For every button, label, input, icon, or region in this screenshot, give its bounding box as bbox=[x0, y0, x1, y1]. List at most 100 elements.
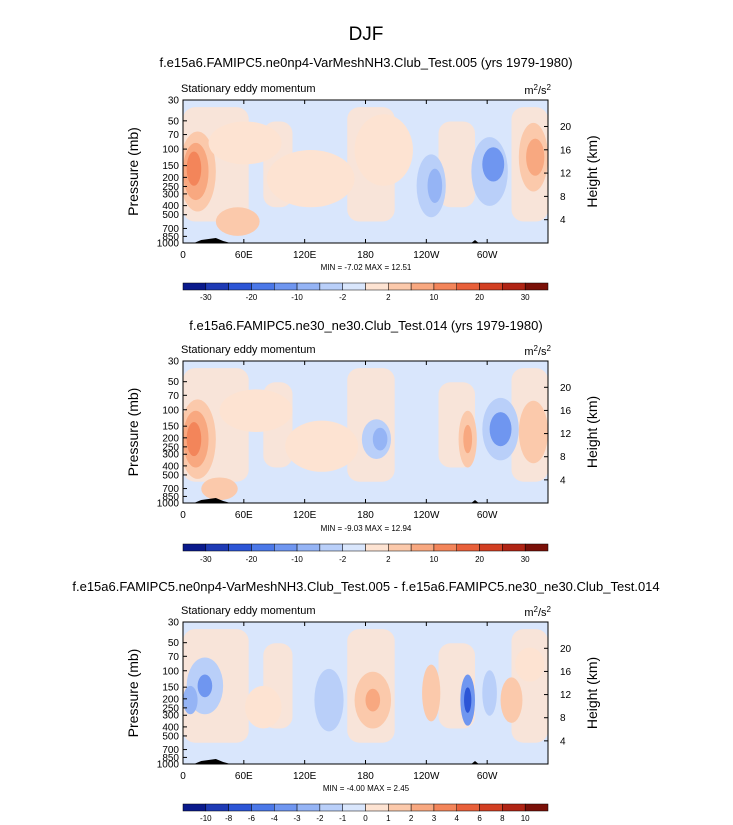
colorbar-box bbox=[524, 803, 549, 812]
colorbar-box bbox=[274, 803, 298, 812]
x-tick-label: 60E bbox=[235, 771, 253, 782]
contour-blob bbox=[354, 114, 413, 186]
contour-blob bbox=[427, 168, 443, 203]
colorbar-box bbox=[251, 543, 275, 552]
min-max-stats: MIN = -4.00 MAX = 2.45 bbox=[323, 784, 410, 793]
colorbar-box bbox=[502, 803, 526, 812]
x-tick-label: 120E bbox=[293, 771, 317, 782]
y2-tick-label: 20 bbox=[560, 122, 572, 133]
colorbar-box bbox=[228, 803, 252, 812]
x-tick-label: 60W bbox=[477, 250, 498, 261]
colorbar-box bbox=[319, 803, 343, 812]
contour-blob bbox=[482, 670, 497, 716]
y-tick-label: 300 bbox=[162, 450, 179, 461]
colorbar-label: 30 bbox=[521, 293, 530, 302]
y2-tick-label: 4 bbox=[560, 736, 566, 747]
contour-blob bbox=[183, 685, 198, 715]
colorbar-label: -2 bbox=[339, 555, 347, 564]
colorbar-box bbox=[319, 282, 343, 291]
colorbar-label: 3 bbox=[432, 814, 437, 823]
topography bbox=[193, 759, 231, 764]
y-tick-label: 150 bbox=[162, 161, 179, 172]
y2-tick-label: 16 bbox=[560, 406, 572, 417]
y-tick-label: 1000 bbox=[157, 239, 180, 250]
x-tick-label: 0 bbox=[180, 510, 186, 521]
y-tick-label: 850 bbox=[162, 232, 179, 243]
colorbar-label: -3 bbox=[294, 814, 302, 823]
colorbar-label: -1 bbox=[339, 814, 347, 823]
colorbar-box bbox=[182, 803, 207, 812]
colorbar-box bbox=[296, 803, 321, 812]
colorbar-box bbox=[342, 803, 366, 812]
x-tick-label: 120E bbox=[293, 250, 317, 261]
colorbar-label: -30 bbox=[200, 555, 212, 564]
x-tick-label: 120W bbox=[413, 771, 440, 782]
y-tick-label: 150 bbox=[162, 683, 179, 694]
colorbar-box bbox=[205, 803, 229, 812]
x-tick-label: 0 bbox=[180, 771, 186, 782]
x-tick-label: 120W bbox=[413, 510, 440, 521]
colorbar-label: 0 bbox=[363, 814, 368, 823]
colorbar-box bbox=[388, 803, 412, 812]
y-tick-label: 1000 bbox=[157, 760, 180, 771]
colorbar-box bbox=[433, 803, 457, 812]
contour-region bbox=[438, 121, 475, 208]
contour-blob bbox=[201, 477, 238, 501]
contour-blob bbox=[422, 664, 441, 722]
x-tick-label: 180 bbox=[357, 510, 374, 521]
colorbar-label: -6 bbox=[248, 814, 256, 823]
contour-blob bbox=[365, 688, 381, 712]
x-tick-label: 180 bbox=[357, 250, 374, 261]
colorbar-box bbox=[456, 282, 480, 291]
colorbar-label: -10 bbox=[291, 293, 303, 302]
y-tick-label: 100 bbox=[162, 405, 179, 416]
colorbar-box bbox=[296, 282, 321, 291]
contour-field bbox=[183, 368, 548, 503]
colorbar-box bbox=[479, 803, 503, 812]
colorbar-box bbox=[388, 282, 412, 291]
colorbar-label: 20 bbox=[475, 555, 484, 564]
panel-title: f.e15a6.FAMIPC5.ne0np4-VarMeshNH3.Club_T… bbox=[159, 55, 572, 70]
colorbar-box bbox=[456, 803, 480, 812]
colorbar-box bbox=[319, 543, 343, 552]
units-base: m bbox=[524, 85, 533, 97]
colorbar-box bbox=[410, 543, 435, 552]
contour-blob bbox=[464, 687, 472, 713]
colorbar-box bbox=[433, 282, 457, 291]
units-label: m2/s2 bbox=[524, 344, 551, 358]
y-tick-label: 250 bbox=[162, 182, 179, 193]
y-tick-label: 300 bbox=[162, 189, 179, 200]
units-exp: 2 bbox=[534, 83, 539, 92]
topography bbox=[193, 238, 231, 243]
y2-tick-label: 4 bbox=[560, 215, 566, 226]
colorbar-box bbox=[410, 803, 435, 812]
contour-blob bbox=[215, 207, 260, 236]
contour-blob bbox=[208, 121, 282, 165]
y-tick-label: 30 bbox=[168, 357, 180, 368]
colorbar-box bbox=[342, 543, 366, 552]
y-tick-label: 70 bbox=[168, 130, 180, 141]
colorbar-box bbox=[456, 543, 480, 552]
colorbar-label: 8 bbox=[500, 814, 505, 823]
colorbar-box bbox=[524, 282, 549, 291]
units-exp: 2 bbox=[547, 605, 552, 614]
colorbar-label: 20 bbox=[475, 293, 484, 302]
colorbar-label: 30 bbox=[521, 555, 530, 564]
y2-tick-label: 16 bbox=[560, 145, 572, 156]
topography bbox=[471, 240, 479, 243]
y-tick-label: 50 bbox=[168, 116, 180, 127]
contour-blob bbox=[186, 422, 202, 457]
contour-blob bbox=[372, 427, 388, 451]
colorbar-label: 2 bbox=[386, 293, 391, 302]
units-exp: 2 bbox=[534, 605, 539, 614]
colorbar-label: -2 bbox=[316, 814, 324, 823]
colorbar-label: 10 bbox=[521, 814, 530, 823]
contour-field bbox=[183, 629, 548, 764]
colorbar-label: -10 bbox=[291, 555, 303, 564]
contour-blob bbox=[314, 668, 344, 732]
colorbar-label: -30 bbox=[200, 293, 212, 302]
min-max-stats: MIN = -7.02 MAX = 12.51 bbox=[321, 263, 412, 272]
y-tick-label: 200 bbox=[162, 694, 179, 705]
y-tick-label: 30 bbox=[168, 618, 180, 629]
